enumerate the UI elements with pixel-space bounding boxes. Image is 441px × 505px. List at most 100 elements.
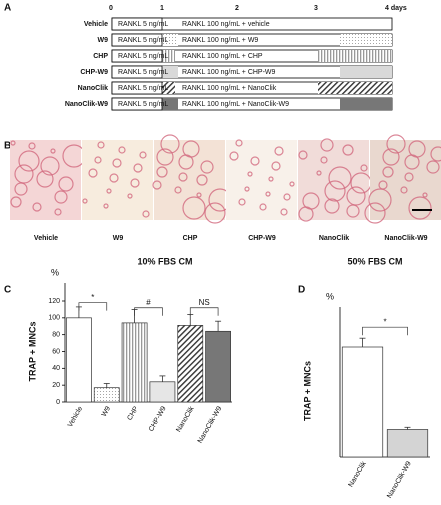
cell [289,181,295,187]
image-label: CHP-W9 [248,235,276,242]
bar [66,317,92,403]
cell [426,160,440,174]
bar [93,387,120,403]
image-label: W9 [113,235,124,242]
cell [404,172,414,182]
cell [328,166,352,190]
cell [324,198,340,214]
treatment-zone [318,50,392,62]
row-label: NanoClik-W9 [65,101,108,108]
micrograph [154,140,225,220]
cell [238,198,246,206]
micrograph [226,140,297,220]
treatment-zone [318,82,392,94]
y-axis-label: TRAP + MNCs [27,321,37,381]
panel-letter: B [4,141,11,152]
cell [50,148,56,154]
cell [109,173,119,183]
post-label: RANKL 100 ng/mL + NanoClik [182,85,277,92]
treatment-zone [162,98,178,110]
cell [271,161,281,171]
post-label: RANKL 100 ng/mL + CHP [182,53,263,60]
cell [298,150,308,160]
day-label: 1 [160,5,164,12]
cell [422,192,428,198]
cell [200,160,214,174]
cell [106,188,112,194]
cell [382,148,400,166]
cell [324,180,346,202]
cell [58,176,74,192]
cell [152,180,162,190]
cell [82,198,88,204]
x-tick-label: NanoClik [348,460,369,489]
unit-label: % [326,291,334,301]
cell [382,166,394,178]
cell [174,186,182,194]
cell [320,156,328,164]
y-tick-label: 60 [52,348,60,355]
cell [139,151,147,159]
panel-letter: C [4,285,11,296]
micrograph [370,140,441,220]
post-label: RANKL 100 ng/mL + NanoClik-W9 [182,101,289,108]
chart-title: 10% FBS CM [137,256,192,266]
significance-label: * [383,317,386,326]
cell [364,202,386,224]
pre-box [111,65,163,79]
cell [10,196,22,208]
cell [235,139,243,147]
y-tick-label: 100 [48,315,60,322]
pre-box [111,17,163,31]
y-axis-label: TRAP + MNCs [302,361,312,421]
cell [112,158,122,168]
cell [265,191,271,197]
cell [204,202,226,224]
cell [360,164,368,172]
bar [121,322,148,403]
cell [10,140,16,146]
significance-bracket [134,307,163,316]
bar [149,381,176,403]
cell [178,154,194,170]
cell [97,141,105,149]
post-label: RANKL 100 ng/mL + CHP-W9 [182,69,276,76]
significance-label: * [91,293,94,302]
cell [408,196,432,220]
cell [14,164,34,184]
image-label: CHP [183,235,198,242]
row-label: CHP-W9 [80,69,108,76]
row-label: CHP [93,53,108,60]
cell [130,178,140,188]
cell [142,210,150,218]
pre-label: RANKL 5 ng/mL [118,53,168,60]
cell [196,174,208,186]
pre-box [111,49,163,63]
treatment-zone [162,66,178,78]
day-label: 4 days [385,5,407,12]
cell [400,186,408,194]
treatment-zone [162,34,178,46]
bar [205,330,231,403]
image-label: NanoClik [319,235,349,242]
y-tick-label: 40 [52,365,60,372]
significance-bracket [362,326,408,336]
cell [88,168,98,178]
panel-letter: A [4,3,11,14]
pre-label: RANKL 5 ng/mL [118,37,168,44]
cell [182,196,206,220]
cell [103,203,109,209]
x-tick-label: CHP [126,405,140,422]
significance-label: # [146,298,151,307]
row-label: NanoClik [78,85,108,92]
cell [54,190,68,204]
cell [244,186,250,192]
treatment-zone [162,82,175,94]
treatment-zone [162,50,175,62]
cell [259,203,267,211]
cell [342,144,354,156]
cell [283,193,291,201]
unit-label: % [51,267,59,277]
treatment-zone [340,66,392,78]
